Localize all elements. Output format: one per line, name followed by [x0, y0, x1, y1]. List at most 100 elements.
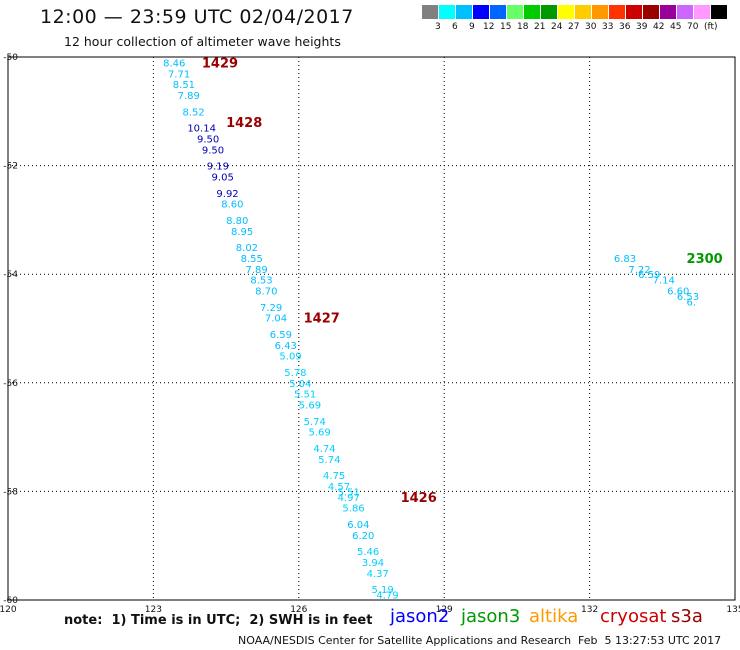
- wave-height-value: 4.79: [376, 591, 398, 602]
- color-scale-label: 15: [500, 22, 512, 32]
- color-scale-labels: 3 6 9 12 15 18 21 24 27 30 33 36 39 42 45 70 (ft): [422, 22, 740, 36]
- wave-height-value: 6.20: [352, 531, 374, 542]
- wave-height-value: 8.46: [163, 58, 185, 69]
- lat-tick-label: -58: [3, 487, 18, 497]
- wave-height-value: 8.70: [255, 286, 277, 297]
- color-scale-label: 42: [653, 22, 665, 32]
- color-scale-label: 30: [585, 22, 597, 32]
- wave-height-value: 6.04: [347, 520, 369, 531]
- lat-tick-label: -52: [3, 162, 18, 172]
- wave-height-value: 8.02: [236, 243, 258, 254]
- wave-height-value: 4.57: [328, 482, 350, 493]
- lat-tick-label: -50: [3, 53, 18, 63]
- pass-time-label: 1427: [304, 312, 340, 327]
- wave-height-value: 8.60: [221, 200, 243, 211]
- color-swatch: [677, 5, 694, 19]
- wave-height-value: 5.19: [372, 585, 394, 596]
- wave-height-value: 5.74: [304, 417, 326, 428]
- lon-tick-label: 120: [0, 605, 17, 615]
- wave-height-value: 5.46: [357, 547, 379, 558]
- wave-height-value: 5.51: [338, 487, 360, 498]
- lon-tick-label: 123: [145, 605, 162, 615]
- footnote: note: 1) Time is in UTC; 2) SWH is in fe…: [64, 613, 373, 628]
- color-swatch: [558, 5, 575, 19]
- wave-height-value: 6.43: [275, 341, 297, 352]
- lat-tick-label: -60: [3, 596, 18, 606]
- lat-tick-label: -54: [3, 270, 18, 280]
- color-scale-label: (ft): [704, 22, 718, 32]
- wave-height-value: 7.04: [265, 314, 287, 325]
- color-swatch: [507, 5, 524, 19]
- wave-height-value: 8.80: [226, 216, 248, 227]
- wave-height-value: 6.: [687, 297, 697, 308]
- color-swatch: [711, 5, 728, 19]
- wave-height-value: 5.51: [294, 390, 316, 401]
- color-scale-label: 33: [602, 22, 614, 32]
- color-scale-label: 39: [636, 22, 648, 32]
- wave-height-value: 8.51: [173, 80, 195, 91]
- wave-height-value: 8.55: [241, 254, 263, 265]
- color-swatch: [643, 5, 660, 19]
- color-swatch: [609, 5, 626, 19]
- wave-height-value: 6.53: [677, 292, 699, 303]
- wave-height-value: 7.71: [168, 69, 190, 80]
- wave-height-value: 9.92: [216, 189, 238, 200]
- pass-time-label: 2300: [687, 252, 723, 267]
- credit-text: NOAA/NESDIS Center for Satellite Applica…: [238, 634, 572, 647]
- wave-height-value: 4.74: [313, 444, 335, 455]
- color-swatch: [456, 5, 473, 19]
- wave-height-value: 5.09: [279, 352, 301, 363]
- wave-height-value: 7.89: [178, 91, 200, 102]
- wave-height-value: 6.59: [638, 270, 660, 281]
- wave-height-value: 7.14: [653, 276, 675, 287]
- satellite-jason2: jason2: [390, 606, 450, 627]
- color-swatch: [490, 5, 507, 19]
- color-swatch: [473, 5, 490, 19]
- timestamp: Feb 5 13:27:53 UTC 2017: [578, 634, 722, 647]
- color-scale-label: 9: [469, 22, 475, 32]
- satellite-jason3: jason3: [461, 606, 521, 627]
- wave-height-value: 8.53: [250, 276, 272, 287]
- color-scale-label: 12: [483, 22, 495, 32]
- color-scale-label: 18: [517, 22, 529, 32]
- lon-tick-label: 132: [581, 605, 598, 615]
- color-scale-label: 45: [670, 22, 682, 32]
- color-swatch: [575, 5, 592, 19]
- wave-height-value: 9.05: [212, 172, 234, 183]
- lon-tick-label: 126: [290, 605, 307, 615]
- wave-height-value: 6.60: [667, 286, 689, 297]
- wave-height-value: 4.37: [367, 569, 389, 580]
- wave-height-value: 4.75: [323, 471, 345, 482]
- wave-height-value: 10.14: [187, 124, 216, 135]
- color-scale-label: 36: [619, 22, 631, 32]
- color-scale-label: 6: [452, 22, 458, 32]
- wave-height-value: 5.69: [308, 428, 330, 439]
- color-scale-label: 21: [534, 22, 546, 32]
- satellite-s3a: s3a: [671, 606, 703, 627]
- color-swatch: [660, 5, 677, 19]
- color-swatch: [422, 5, 439, 19]
- lon-tick-label: 135: [726, 605, 740, 615]
- wave-height-value: 8.95: [231, 227, 253, 238]
- pass-time-label: 1429: [202, 56, 238, 71]
- wave-height-value: 7.29: [260, 303, 282, 314]
- wave-height-value: 8.52: [182, 107, 204, 118]
- wave-height-value: 5.69: [299, 401, 321, 412]
- pass-time-label: 1428: [226, 116, 262, 131]
- color-swatch: [439, 5, 456, 19]
- wave-height-value: 4.97: [338, 493, 360, 504]
- satellite-altika: altika: [529, 606, 579, 627]
- color-scale-label: 3: [435, 22, 441, 32]
- color-swatch: [626, 5, 643, 19]
- color-scale-label: 27: [568, 22, 580, 32]
- color-scale-label: 24: [551, 22, 563, 32]
- wave-height-value: 3.94: [362, 558, 384, 569]
- wave-height-value: 5.86: [342, 504, 364, 515]
- wave-height-value: 6.59: [270, 330, 292, 341]
- satellite-cryosat: cryosat: [600, 606, 667, 627]
- wave-height-value: 6.83: [614, 254, 636, 265]
- pass-time-label: 1426: [401, 491, 437, 506]
- color-swatch: [592, 5, 609, 19]
- wave-height-value: 9.50: [202, 145, 224, 156]
